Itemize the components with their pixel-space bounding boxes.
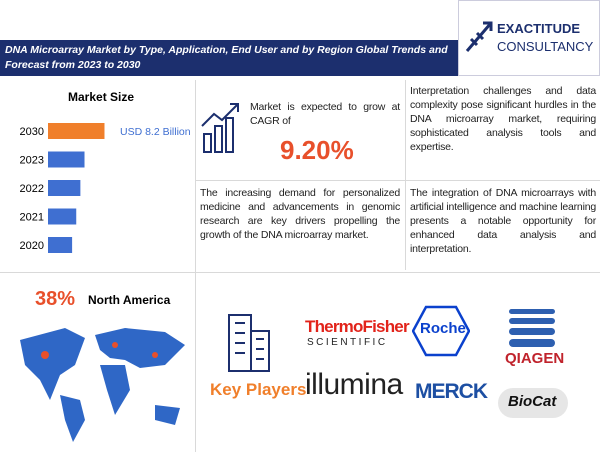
logo-text: EXACTITUDE bbox=[497, 21, 581, 36]
logo-box: EXACTITUDE CONSULTANCY bbox=[458, 0, 600, 76]
y-tick-label: 2022 bbox=[20, 183, 44, 195]
value-label: USD 8.2 Billion bbox=[120, 126, 191, 138]
logo-thermofisher-tagline: SCIENTIFIC bbox=[307, 337, 388, 348]
chart-title: Market Size bbox=[68, 90, 135, 104]
world-map bbox=[20, 328, 185, 442]
y-tick-label: 2021 bbox=[20, 212, 44, 224]
logo-roche: Roche bbox=[420, 320, 466, 337]
players-icon bbox=[228, 314, 270, 372]
biocat-badge bbox=[498, 388, 568, 418]
growth-text: Market is expected to grow at CAGR of bbox=[250, 101, 400, 127]
chart: 2030 USD 8.2 Billion 2023 2022 2021 2020 bbox=[20, 123, 191, 253]
region-name: North America bbox=[88, 293, 171, 307]
key-players-title: Key Players bbox=[210, 380, 307, 399]
roche-hexagon bbox=[412, 305, 470, 357]
logo-text: CONSULTANCY bbox=[497, 39, 594, 54]
logo-qiagen: QIAGEN bbox=[505, 350, 565, 367]
logo-merck: MERCK bbox=[415, 380, 488, 403]
logo-illumina: illumina bbox=[305, 368, 403, 401]
logo-thermofisher: ThermoFisher bbox=[305, 317, 410, 336]
bar bbox=[48, 180, 81, 196]
insight: The increasing demand for personalized m… bbox=[200, 187, 400, 241]
insight: Interpretation challenges and data compl… bbox=[410, 85, 596, 153]
bar bbox=[48, 151, 85, 168]
logo-biocat: BioCat bbox=[508, 393, 557, 410]
cagr: 9.20% bbox=[280, 135, 354, 165]
divider bbox=[405, 80, 406, 270]
insight: The integration of DNA microarrays with … bbox=[410, 187, 596, 255]
y-tick-label: 2023 bbox=[20, 155, 44, 167]
bar bbox=[48, 208, 77, 225]
growth-icon bbox=[201, 103, 239, 153]
bar bbox=[48, 237, 73, 253]
divider bbox=[0, 272, 600, 273]
y-tick-label: 2030 bbox=[20, 126, 44, 138]
qiagen-dots bbox=[509, 309, 555, 347]
title-banner bbox=[0, 40, 458, 76]
title: DNA Microarray Market by Type, Applicati… bbox=[5, 44, 448, 71]
bar bbox=[48, 123, 105, 139]
y-tick-label: 2020 bbox=[20, 240, 44, 252]
divider bbox=[195, 80, 196, 452]
region-share: 38% bbox=[35, 288, 76, 310]
logo-icon bbox=[465, 21, 493, 52]
divider bbox=[195, 180, 600, 181]
